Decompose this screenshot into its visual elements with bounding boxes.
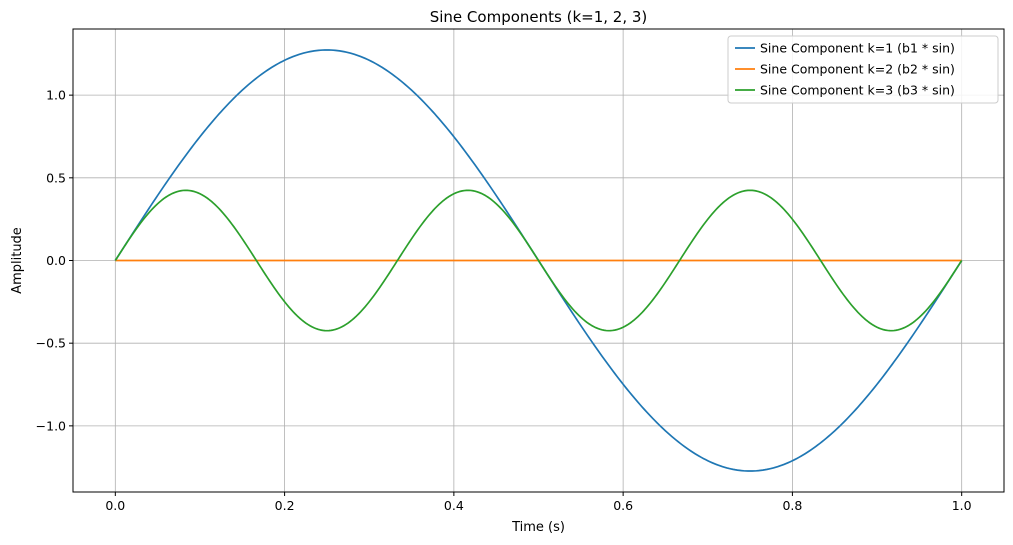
legend-box [727, 35, 999, 104]
x-tick-label: 0.0 [105, 498, 125, 513]
legend-label-k3: Sine Component k=3 (b3 * sin) [760, 83, 955, 98]
series-line-k3 [114, 189, 963, 332]
y-axis-label: Amplitude [10, 227, 25, 294]
x-tick-label: 0.8 [782, 498, 802, 513]
y-tick-label: 0.5 [46, 170, 66, 185]
y-tick-label: −0.5 [36, 336, 66, 351]
chart-title: Sine Components (k=1, 2, 3) [430, 8, 648, 26]
plot-series [114, 49, 963, 472]
legend-label-k2: Sine Component k=2 (b2 * sin) [760, 62, 955, 77]
x-tick-label: 0.2 [275, 498, 295, 513]
legend-label-k1: Sine Component k=1 (b1 * sin) [760, 41, 955, 56]
x-tick-label: 0.4 [444, 498, 464, 513]
x-axis-label: Time (s) [511, 520, 565, 535]
axis-ticks: 0.0 0.2 0.4 0.6 0.8 1.0 −1.0 −0.5 0.0 0.5 1.0 [36, 88, 972, 513]
legend: Sine Component k=1 (b1 * sin) Sine Compon… [727, 35, 999, 104]
y-tick-label: 0.0 [46, 253, 66, 268]
x-tick-label: 1.0 [952, 498, 972, 513]
x-tick-label: 0.6 [613, 498, 633, 513]
y-tick-label: 1.0 [46, 88, 66, 103]
y-tick-label: −1.0 [36, 418, 66, 433]
